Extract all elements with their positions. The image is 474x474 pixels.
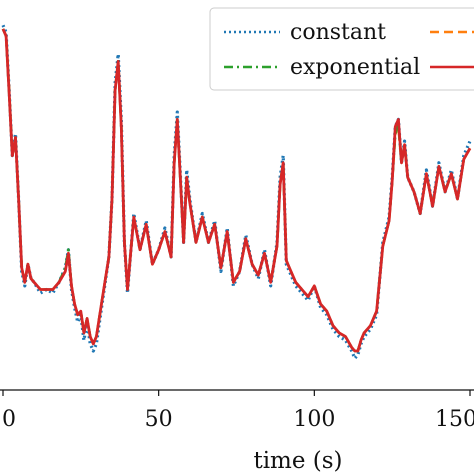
legend: constant exponential [209, 7, 474, 91]
x-tick-label-100: 100 [293, 407, 335, 432]
x-tick-label-150: 150 [435, 407, 474, 432]
legend-label-exponential: exponential [290, 55, 420, 80]
series-line-series-4 [1, 28, 472, 353]
x-axis-label: time (s) [253, 448, 342, 474]
x-tick-label-0: 0 [2, 407, 16, 432]
x-tick-label-50: 50 [145, 407, 173, 432]
legend-label-constant: constant [290, 20, 386, 45]
legend-frame [209, 7, 474, 91]
x-axis-ticks: 0 50 100 150 [2, 390, 474, 432]
series-layer [1, 24, 472, 360]
